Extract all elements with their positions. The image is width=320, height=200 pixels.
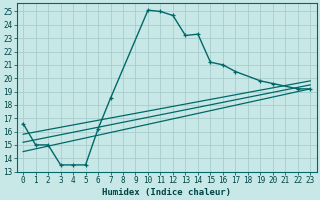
X-axis label: Humidex (Indice chaleur): Humidex (Indice chaleur) bbox=[102, 188, 231, 197]
